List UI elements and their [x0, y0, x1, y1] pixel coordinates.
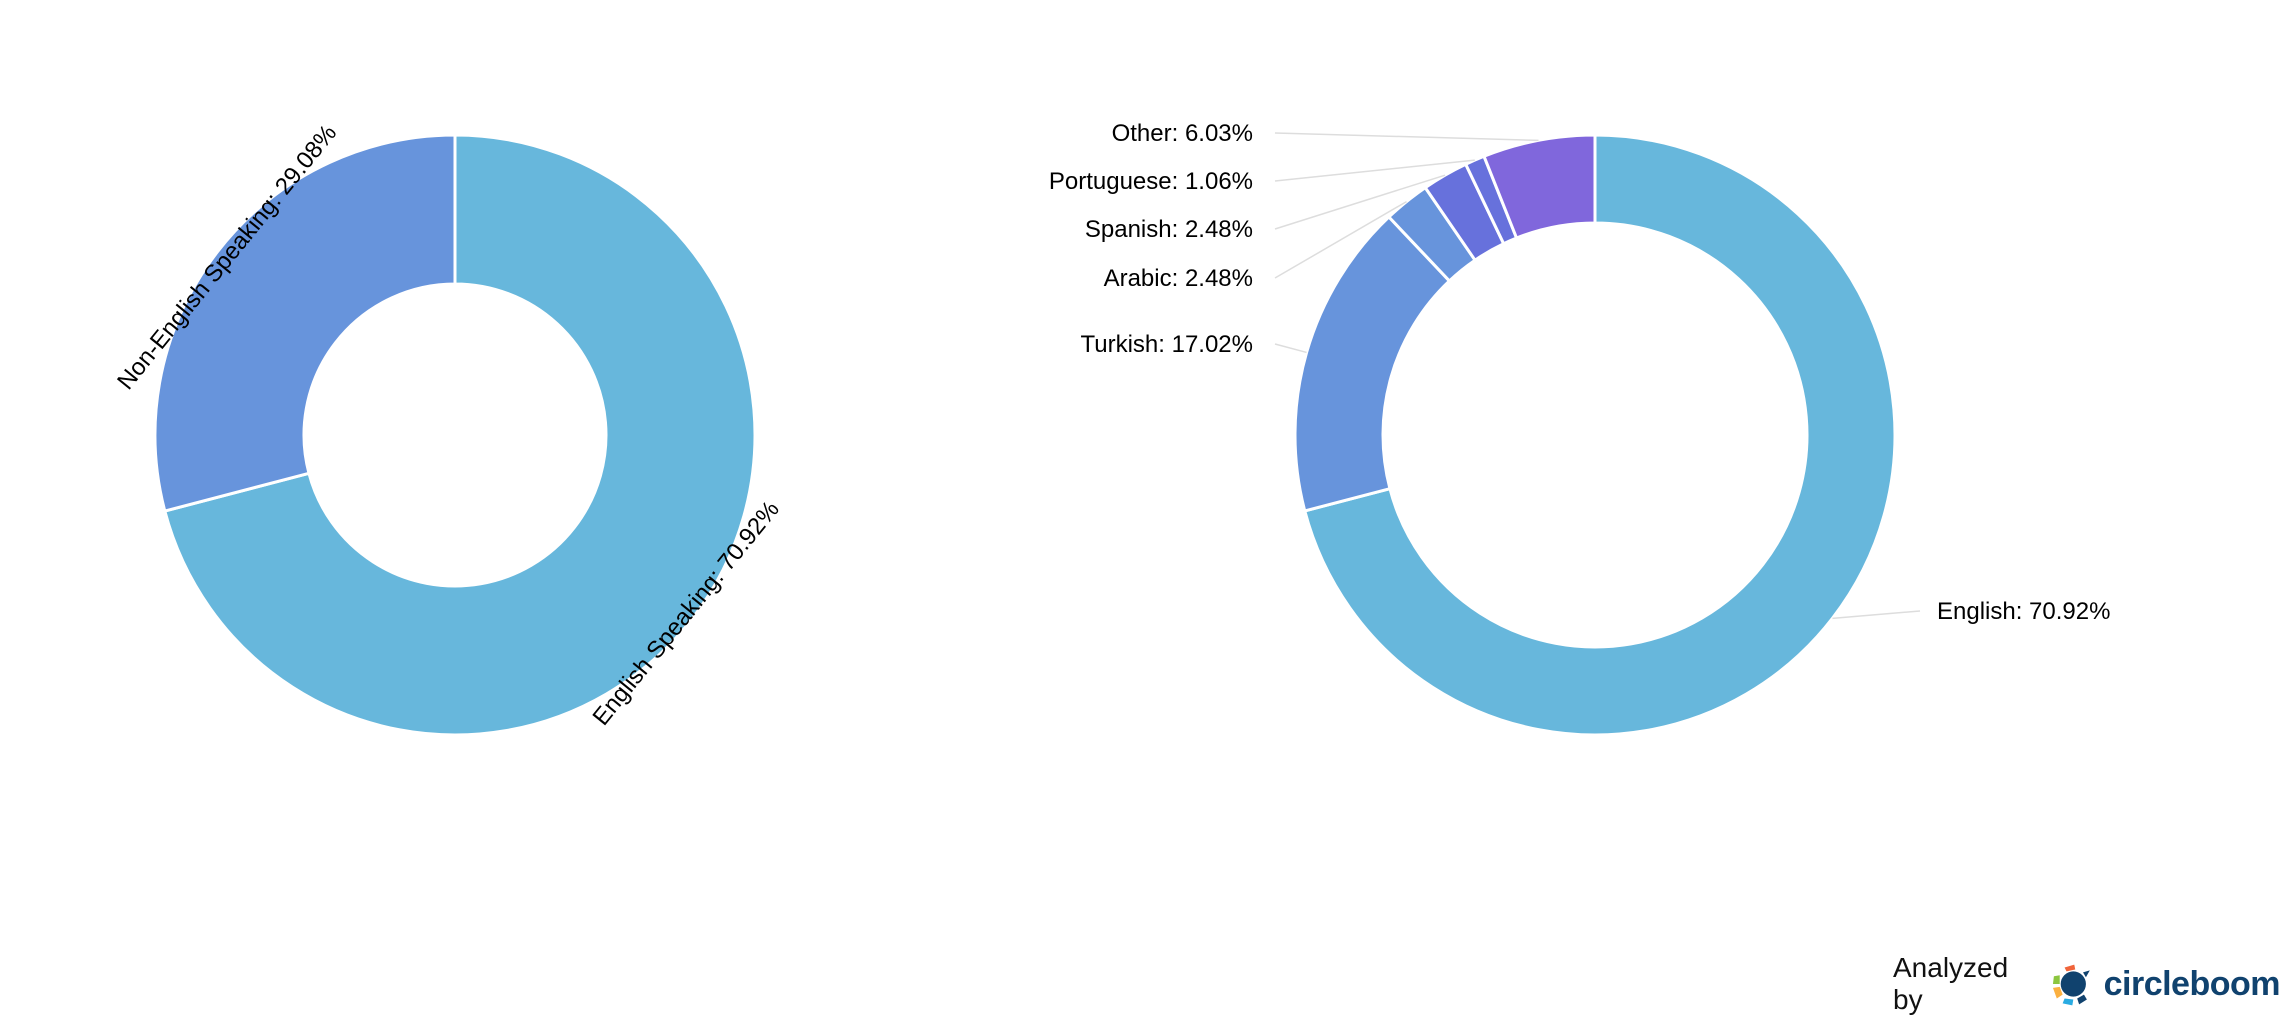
slice-english-speaking[interactable] [162, 133, 757, 737]
slice-turkish[interactable] [1293, 214, 1452, 513]
brand-name: circleboom [2103, 964, 2280, 1003]
donut-chart-2: English: 70.92% Turkish: 17.02% Arabic: 2.… [1049, 120, 2110, 737]
slice-other[interactable] [1482, 133, 1597, 240]
donut-chart-1: English Speaking: 70.92%Non-English Spea… [112, 120, 785, 737]
leader-line [1274, 174, 1446, 230]
analyzed-by-text: Analyzed by [1893, 952, 2009, 1015]
leader-line [1832, 610, 1921, 620]
slice-label: Spanish: 2.48% [1085, 216, 1253, 243]
analyzed-by-footer: Analyzed by circleboom [1893, 952, 2280, 1016]
slice-english[interactable] [1302, 133, 1897, 737]
leader-line [1274, 200, 1407, 279]
slice-label: English: 70.92% [1937, 598, 2110, 625]
slice-label: Turkish: 17.02% [1080, 331, 1253, 358]
leader-line [1274, 132, 1539, 142]
circleboom-logo-icon [2052, 964, 2090, 1006]
slice-label: Other: 6.03% [1112, 120, 1253, 147]
slice-label: Arabic: 2.48% [1104, 265, 1253, 292]
slice-non-english-speaking[interactable] [153, 133, 457, 513]
slice-label: Portuguese: 1.06% [1049, 168, 1253, 195]
leader-line [1274, 343, 1307, 354]
leader-line [1274, 159, 1475, 182]
